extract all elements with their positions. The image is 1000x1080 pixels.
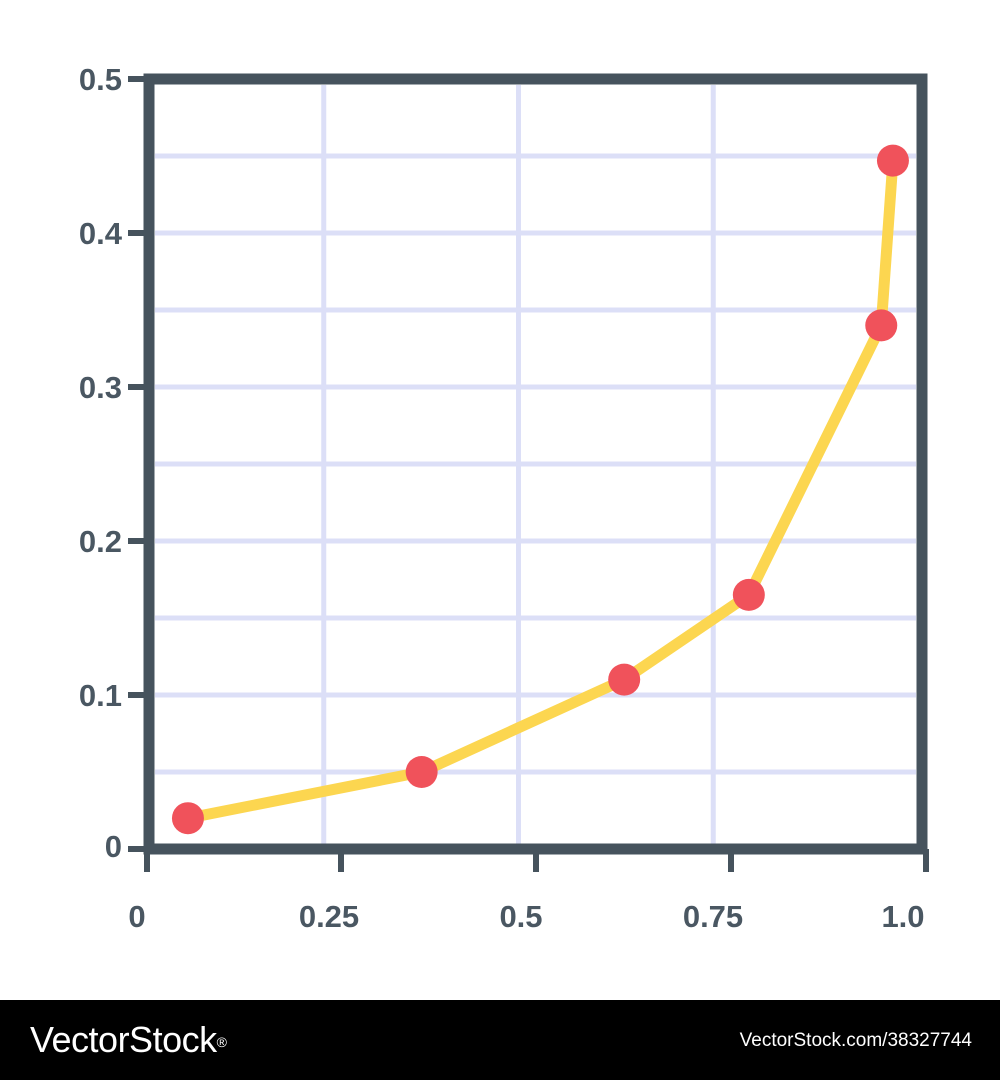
data-point	[732, 578, 765, 611]
data-point	[405, 756, 438, 788]
brand-logo: VectorStock®	[30, 1018, 227, 1062]
image-id: VectorStock.com/38327744	[739, 1030, 972, 1051]
y-tick-label: 0.1	[79, 678, 122, 713]
x-tick-label: 0.25	[299, 899, 359, 934]
y-tick-label: 0	[105, 829, 122, 864]
brand-name: VectorStock	[30, 1019, 217, 1060]
y-tick-label: 0.3	[79, 370, 122, 405]
series-line	[182, 155, 899, 824]
x-tick-label: 0.75	[683, 899, 743, 934]
x-tick-label: 1.0	[881, 899, 924, 934]
data-point	[171, 802, 204, 835]
chart: 0 0.25 0.5 0.75 1.0 0 0.1 0.2 0.3 0.4 0.5	[79, 62, 929, 934]
x-tick-label: 0.5	[499, 899, 542, 934]
y-tick-label: 0.5	[79, 62, 122, 97]
label-layer: 0 0.25 0.5 0.75 1.0 0 0.1 0.2 0.3 0.4 0.5	[79, 62, 925, 934]
data-point	[876, 144, 909, 177]
data-point	[608, 663, 641, 696]
y-tick-label: 0.2	[79, 524, 122, 559]
series-layer	[171, 144, 909, 835]
footer-bar: VectorStock® VectorStock.com/38327744	[0, 1000, 1000, 1080]
x-tick-label: 0	[128, 899, 145, 934]
y-tick-label: 0.4	[79, 216, 123, 251]
registered-mark: ®	[216, 1034, 227, 1050]
grid-layer	[155, 85, 916, 845]
axis-layer	[128, 76, 929, 872]
chart-svg: 0 0.25 0.5 0.75 1.0 0 0.1 0.2 0.3 0.4 0.5	[79, 62, 929, 934]
data-point	[865, 309, 898, 342]
